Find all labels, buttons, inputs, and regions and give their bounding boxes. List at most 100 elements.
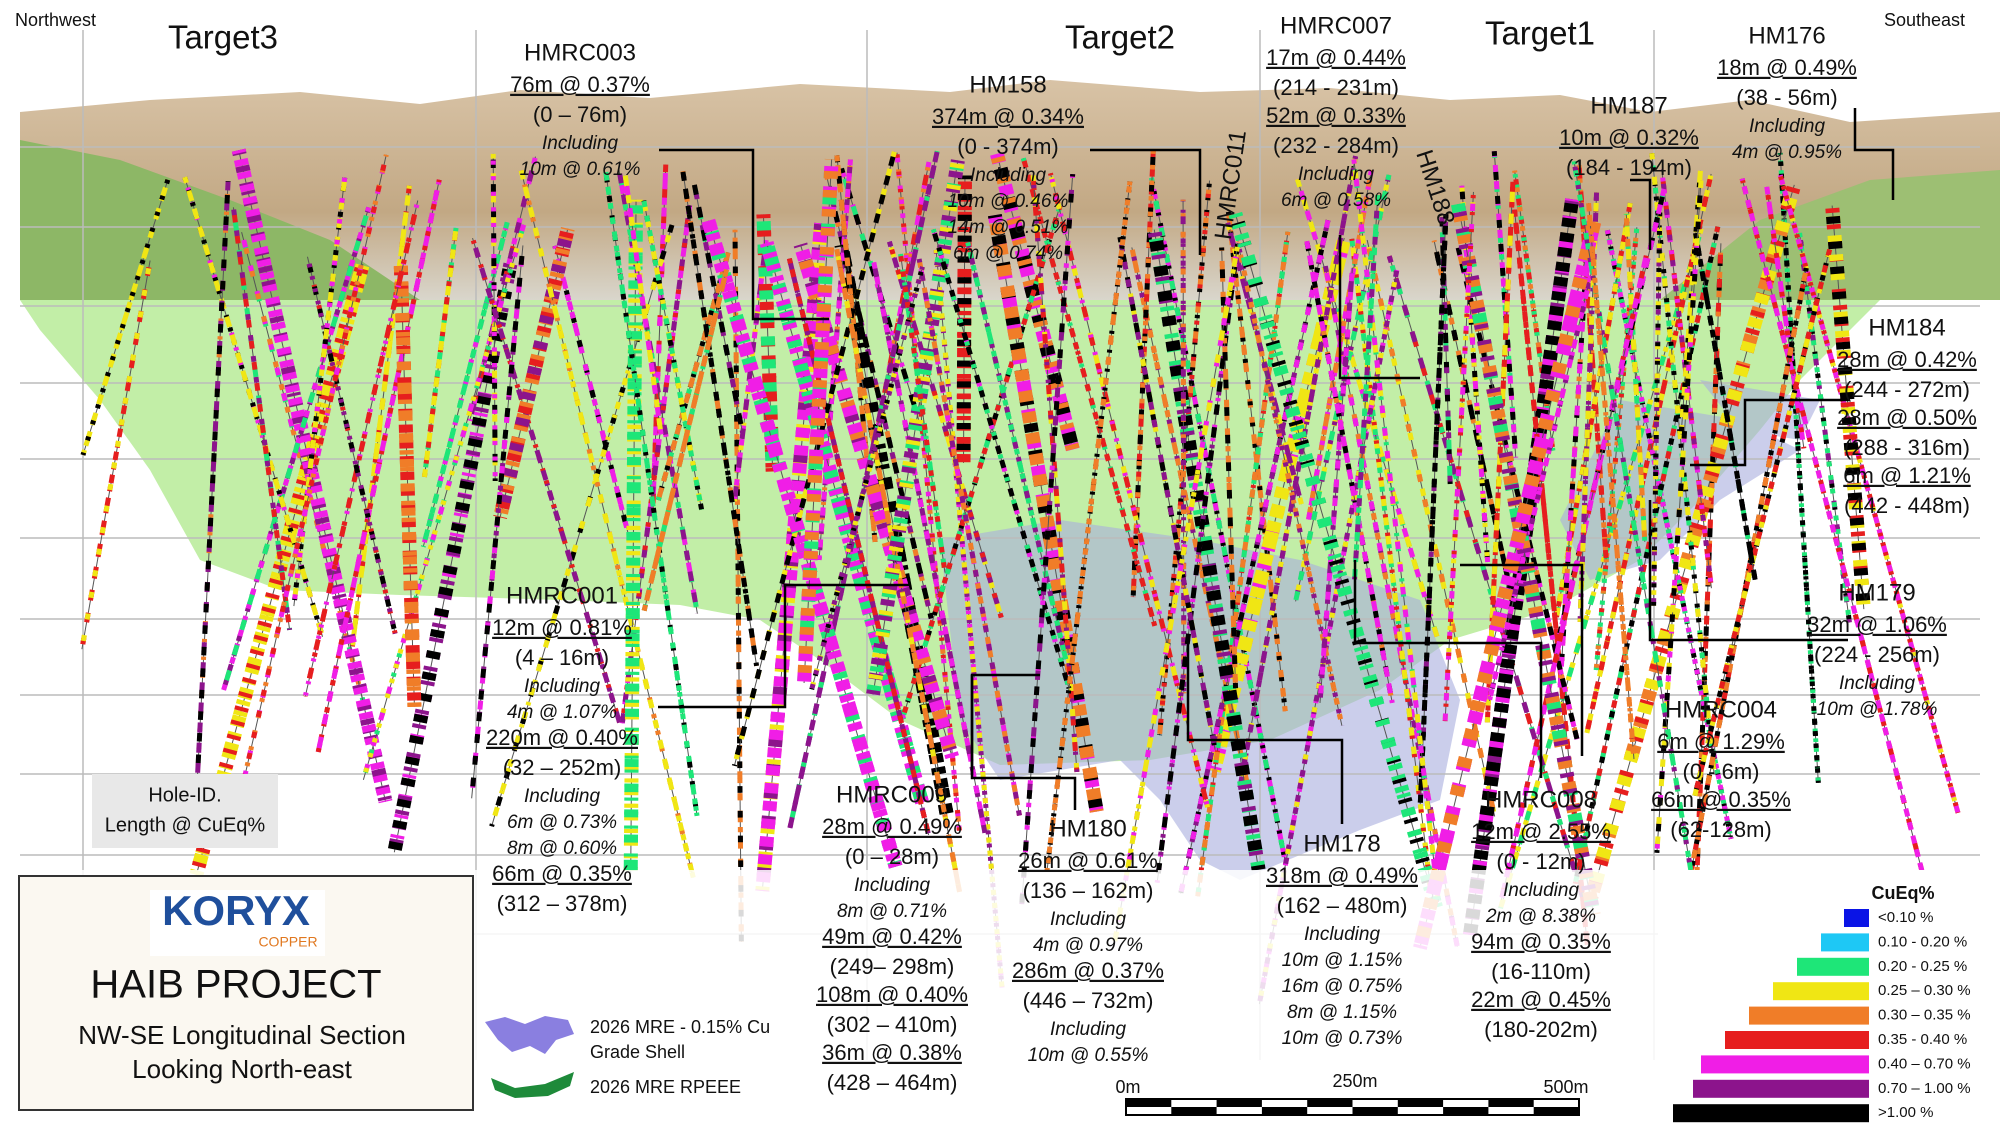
including-label: Including bbox=[524, 676, 600, 697]
drill-assay bbox=[489, 224, 675, 828]
drill-assay bbox=[894, 152, 962, 832]
drill-assay bbox=[1678, 170, 1703, 436]
drill-assay bbox=[1178, 219, 1331, 895]
drill-holes bbox=[79, 148, 1961, 1005]
drill-assay bbox=[1386, 255, 1586, 901]
drill-assay bbox=[1304, 240, 1395, 704]
drill-assay bbox=[787, 150, 940, 829]
legend-label: 0.70 – 1.00 % bbox=[1878, 1080, 1971, 1097]
drill-assay bbox=[1651, 205, 1663, 606]
hole-id: HMRC004 bbox=[1665, 696, 1777, 723]
intercept-range: (180-202m) bbox=[1484, 1017, 1598, 1042]
right-slope bbox=[1660, 170, 2000, 300]
drill-assay bbox=[866, 159, 965, 696]
drill-assay bbox=[1463, 198, 1580, 936]
drill-assay bbox=[1764, 186, 1807, 449]
drill-assay bbox=[1117, 236, 1218, 751]
drill-assay bbox=[1431, 239, 1517, 607]
drill-assay bbox=[493, 227, 575, 519]
intercept-grade: 26m @ 0.61% bbox=[1018, 848, 1158, 873]
drill-assay bbox=[1228, 211, 1443, 910]
intercept-grade: 52m @ 0.33% bbox=[1266, 103, 1406, 128]
intercept-grade: 17m @ 0.44% bbox=[1266, 45, 1406, 70]
drill-assay bbox=[650, 164, 669, 516]
sub-intercept: 4m @ 0.95% bbox=[1732, 142, 1842, 163]
drill-assay bbox=[965, 241, 1069, 660]
drill-assay bbox=[786, 257, 932, 836]
drill-assay bbox=[1147, 228, 1266, 871]
drill-assay bbox=[1455, 247, 1580, 740]
drill-assay bbox=[1048, 172, 1211, 808]
scale-bar bbox=[1125, 1098, 1580, 1116]
leader-lines bbox=[658, 108, 1895, 824]
drill-assay bbox=[1654, 180, 1704, 854]
drill-assay bbox=[467, 155, 538, 422]
drill-assay bbox=[469, 245, 526, 799]
leader bbox=[1090, 148, 1202, 255]
drill-assay bbox=[1048, 172, 1211, 808]
intercept-grade: 108m @ 0.40% bbox=[816, 982, 968, 1007]
legend-label: 0.35 - 0.40 % bbox=[1878, 1031, 1967, 1048]
intercept-range: (302 – 410m) bbox=[827, 1012, 958, 1037]
drill-assay bbox=[787, 150, 940, 829]
target-label: Target2 bbox=[1065, 19, 1175, 56]
drill-assay bbox=[1586, 202, 1637, 760]
including-label: Including bbox=[524, 786, 600, 807]
drill-assay bbox=[1130, 150, 1156, 598]
scale-segment bbox=[1443, 1107, 1489, 1115]
drill-assay bbox=[839, 167, 929, 446]
drill-assay bbox=[930, 228, 1072, 690]
drill-assay bbox=[1417, 214, 1449, 803]
drill-assay bbox=[393, 265, 422, 707]
intercept-range: (0 - 6m) bbox=[1683, 759, 1760, 784]
drill-assay bbox=[1651, 205, 1663, 606]
drill-assay bbox=[731, 151, 897, 767]
drill-assay bbox=[1431, 239, 1517, 607]
drill-assay bbox=[809, 266, 925, 690]
drill-assay bbox=[1604, 229, 1734, 840]
project-subtitle: Looking North-east bbox=[132, 1054, 352, 1084]
drill-assay bbox=[1825, 205, 1871, 610]
grade-shell-swatch bbox=[485, 1016, 574, 1054]
legend-label: <0.10 % bbox=[1878, 909, 1933, 926]
drill-assay bbox=[1512, 170, 1556, 451]
sub-intercept: 10m @ 0.55% bbox=[1028, 1045, 1149, 1066]
drill-assay bbox=[603, 171, 700, 817]
drill-assay bbox=[755, 222, 829, 892]
drill-assay bbox=[622, 175, 664, 435]
drill-assay bbox=[1584, 173, 1714, 734]
intercept-grade: 318m @ 0.49% bbox=[1266, 863, 1418, 888]
drill-assay bbox=[1351, 159, 1441, 903]
drill-assay bbox=[732, 239, 769, 502]
legend-label: 0.10 - 0.20 % bbox=[1878, 933, 1967, 950]
drill-assay bbox=[701, 218, 903, 869]
legend-label: >1.00 % bbox=[1878, 1104, 1933, 1121]
intercept-range: (184 - 194m) bbox=[1566, 155, 1692, 180]
drill-assay bbox=[916, 258, 1022, 816]
intercept-grade: 28m @ 0.42% bbox=[1837, 347, 1977, 372]
drill-assay bbox=[1044, 181, 1133, 872]
intercept-grade: 22m @ 0.45% bbox=[1471, 987, 1611, 1012]
drill-assay bbox=[1147, 228, 1266, 871]
drill-assay bbox=[493, 227, 575, 519]
hole-id: HMRC007 bbox=[1280, 12, 1392, 39]
sub-intercept: 6m @ 0.58% bbox=[1281, 190, 1391, 211]
intercept-grade: 12m @ 2.55% bbox=[1471, 819, 1611, 844]
drill-assay bbox=[901, 204, 1063, 716]
drill-assay bbox=[1317, 267, 1355, 704]
legend-swatch bbox=[1693, 1079, 1869, 1098]
scale-segment bbox=[1126, 1099, 1172, 1107]
drill-assay bbox=[641, 200, 705, 511]
leader bbox=[658, 583, 910, 709]
target-label: Target1 bbox=[1485, 15, 1595, 52]
sub-intercept: 6m @ 0.73% bbox=[507, 812, 617, 833]
hole-id: HM158 bbox=[969, 71, 1046, 98]
drill-assay bbox=[194, 181, 231, 782]
intercept-grade: 28m @ 0.50% bbox=[1837, 405, 1977, 430]
shell-legend-text: 2026 MRE RPEEE bbox=[590, 1077, 741, 1097]
intercept-grade: 76m @ 0.37% bbox=[510, 72, 650, 97]
intercept-grade: 10m @ 0.32% bbox=[1559, 125, 1699, 150]
intercept-range: (428 – 464m) bbox=[827, 1070, 958, 1095]
hole-id: HMRC001 bbox=[506, 582, 618, 609]
intercept-range: (0 – 28m) bbox=[845, 844, 939, 869]
